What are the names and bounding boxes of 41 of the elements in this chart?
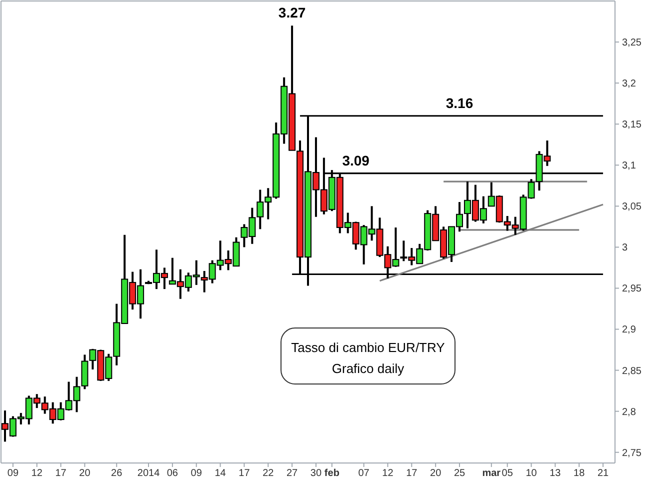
x-tick-label: 17 bbox=[406, 468, 418, 478]
y-tick-label: 2,8 bbox=[622, 406, 636, 418]
x-tick-label: 25 bbox=[454, 468, 466, 478]
x-tick-label: 30 bbox=[310, 468, 322, 478]
y-tick-label: 2,75 bbox=[622, 448, 642, 459]
y-tick-label: 2,85 bbox=[622, 366, 642, 377]
x-tick-label: 14 bbox=[214, 468, 226, 478]
x-tick-label: 17 bbox=[238, 468, 250, 478]
x-tick-label: 20 bbox=[79, 468, 91, 478]
y-tick-label: 2,95 bbox=[622, 284, 642, 295]
data-label: 3.09 bbox=[342, 152, 370, 168]
y-tick-label: 3,25 bbox=[622, 38, 642, 49]
x-tick-label: 22 bbox=[262, 468, 274, 478]
annotation: 3.27 bbox=[278, 4, 306, 21]
y-tick-label: 3,2 bbox=[622, 78, 636, 90]
x-tick-label: 06 bbox=[166, 468, 178, 478]
x-tick-label: 12 bbox=[382, 468, 394, 478]
x-tick-label: 13 bbox=[550, 468, 562, 478]
x-tick-label: 20 bbox=[430, 468, 442, 478]
text: Tasso di cambio EUR/TRY bbox=[291, 340, 446, 355]
data-label: 3.16 bbox=[446, 94, 474, 111]
x-tick-label: feb bbox=[324, 468, 340, 478]
x-tick-label: 26 bbox=[111, 468, 123, 478]
x-tick-label: 2014 bbox=[137, 468, 160, 478]
x-tick-label: 05 bbox=[502, 468, 514, 478]
x-tick-label: 18 bbox=[574, 468, 586, 478]
x-tick-label: 17 bbox=[55, 468, 67, 478]
y-tick-label: 3,1 bbox=[622, 160, 636, 172]
x-tick-label: 07 bbox=[358, 468, 370, 478]
x-tick-label: 10 bbox=[526, 468, 538, 478]
x-tick-label: 12 bbox=[31, 468, 43, 478]
x-tick-label: 09 bbox=[7, 468, 19, 478]
x-tick-label: 27 bbox=[286, 468, 298, 478]
text: Grafico daily bbox=[332, 361, 405, 376]
y-tick-label: 3 bbox=[622, 242, 628, 254]
x-tick-label: 09 bbox=[190, 468, 202, 478]
y-tick-label: 3,05 bbox=[622, 202, 642, 213]
y-tick-label: 3,15 bbox=[622, 120, 642, 131]
x-tick-label: mar bbox=[482, 468, 501, 478]
y-tick-label: 2,9 bbox=[622, 324, 636, 336]
x-tick-label: 21 bbox=[597, 468, 610, 478]
